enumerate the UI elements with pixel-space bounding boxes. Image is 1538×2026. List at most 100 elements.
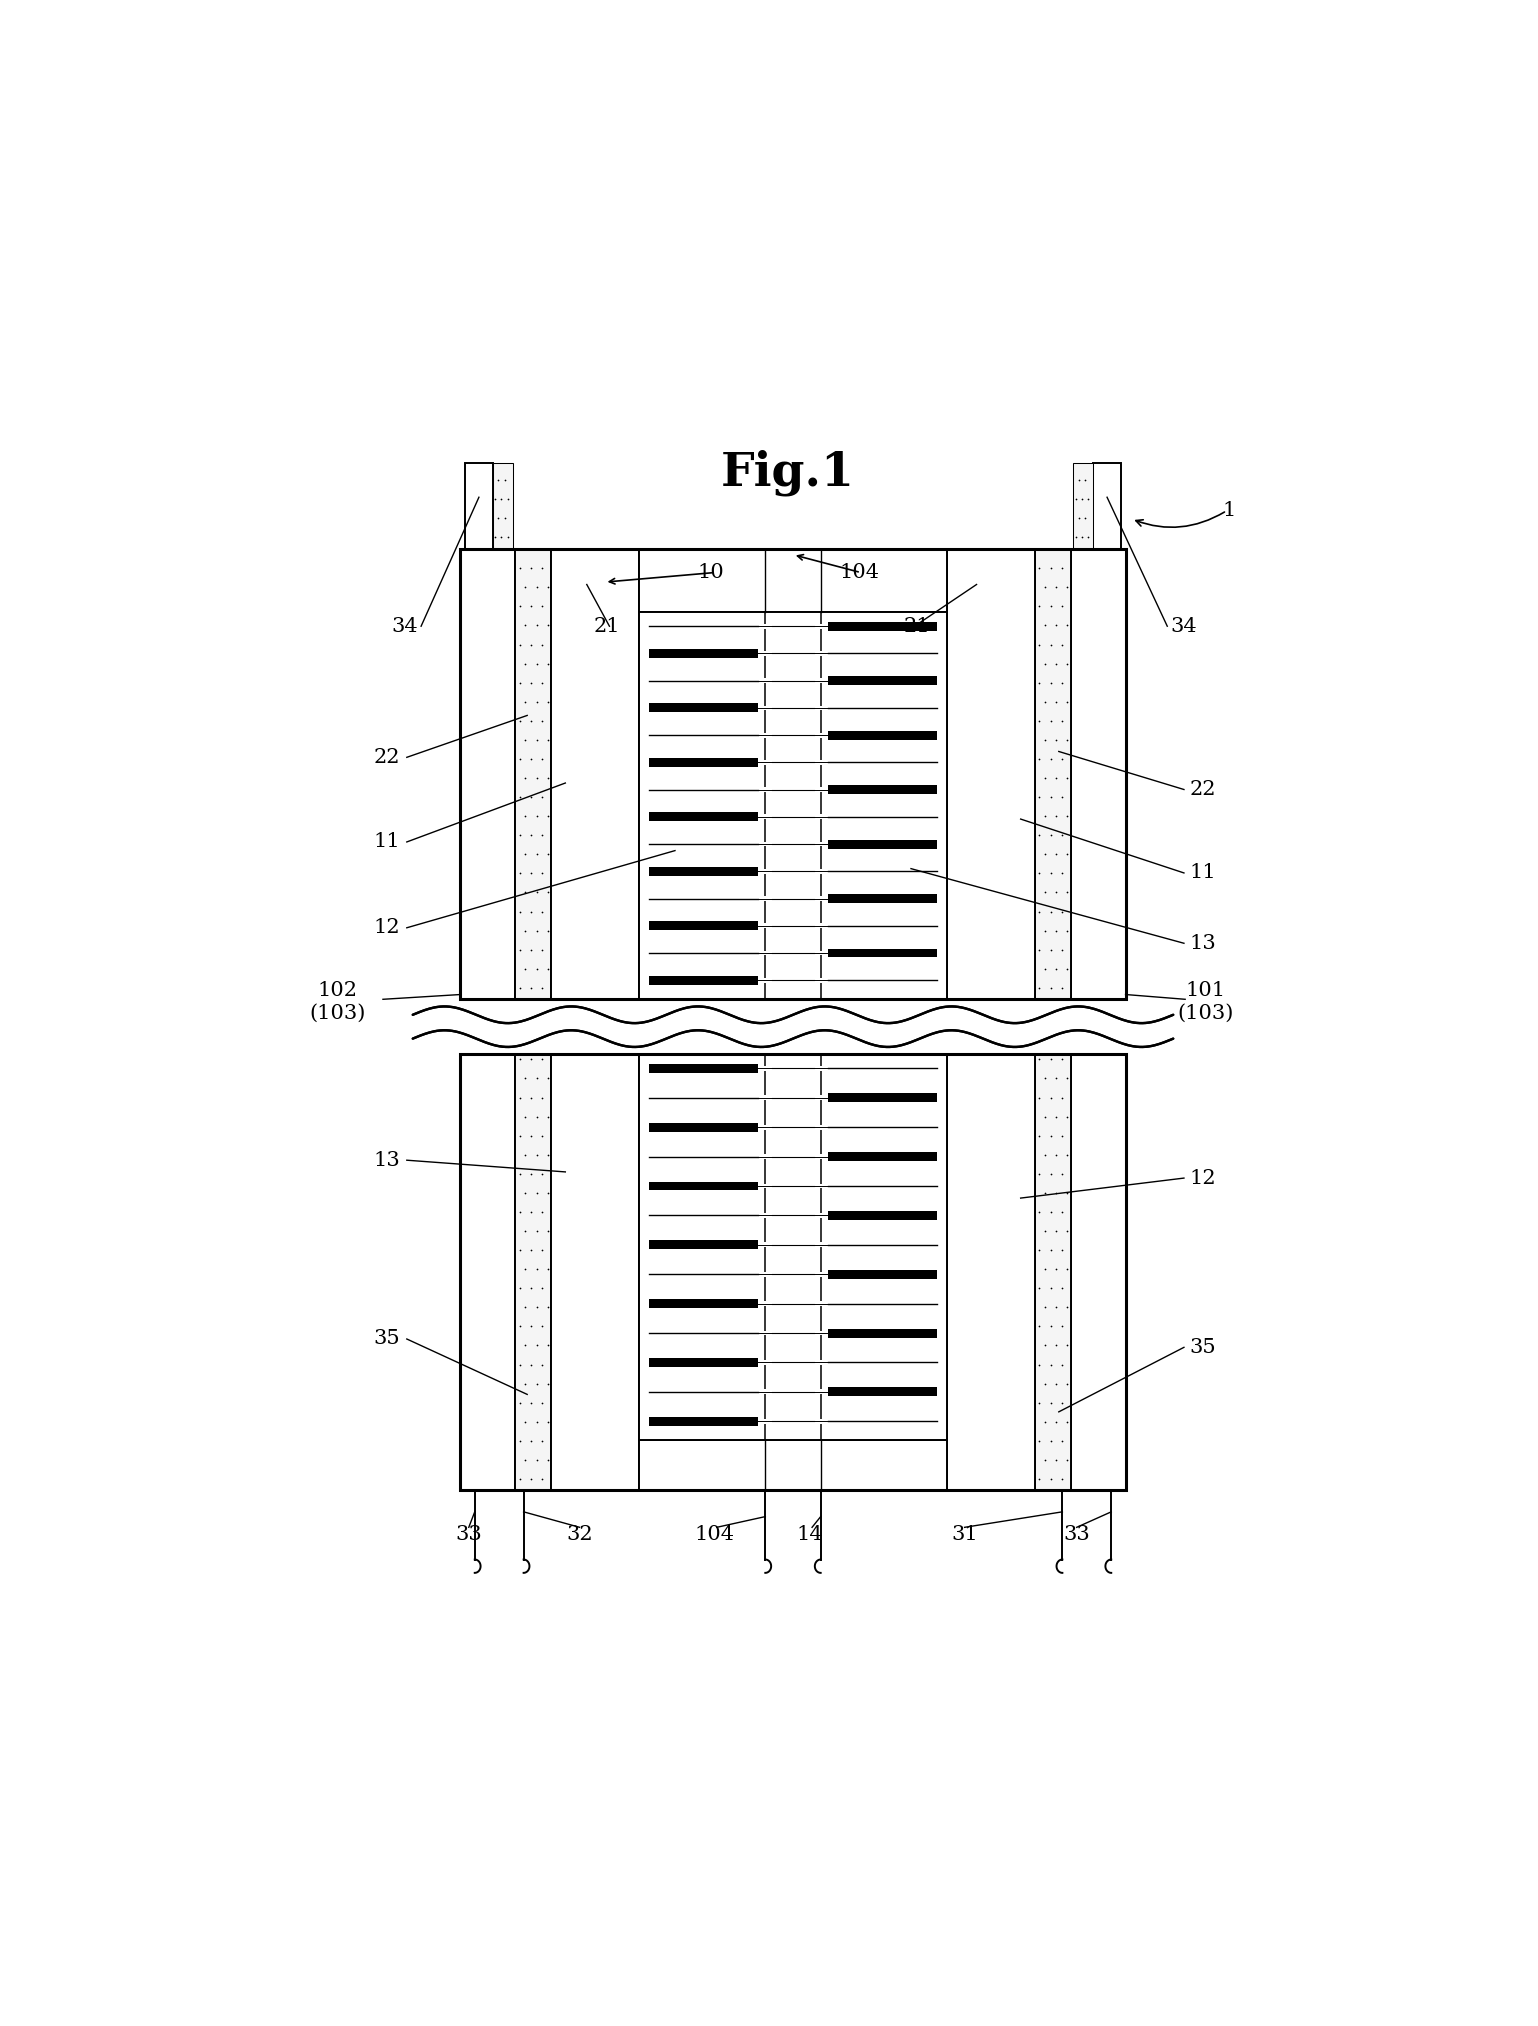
Bar bbox=[814, 733, 829, 737]
Bar bbox=[758, 1214, 774, 1218]
Text: 102: 102 bbox=[318, 981, 358, 1001]
Bar bbox=[649, 1214, 758, 1218]
Bar bbox=[827, 650, 937, 656]
Text: 13: 13 bbox=[374, 1151, 400, 1169]
Text: (103): (103) bbox=[309, 1005, 366, 1023]
Text: 35: 35 bbox=[374, 1329, 400, 1349]
Bar bbox=[649, 1064, 758, 1074]
Bar bbox=[758, 679, 774, 683]
Text: 13: 13 bbox=[1190, 934, 1217, 952]
Bar bbox=[827, 1329, 937, 1337]
Bar bbox=[758, 733, 774, 737]
Bar bbox=[827, 760, 937, 764]
Bar bbox=[814, 760, 829, 764]
Bar bbox=[814, 1272, 829, 1276]
Text: Fig.1: Fig.1 bbox=[721, 450, 855, 496]
Bar bbox=[814, 1096, 829, 1100]
Bar bbox=[649, 1096, 758, 1100]
Text: 33: 33 bbox=[1063, 1526, 1090, 1544]
Text: 34: 34 bbox=[391, 616, 418, 636]
Bar bbox=[758, 1331, 774, 1335]
Bar bbox=[649, 977, 758, 985]
Text: 10: 10 bbox=[697, 563, 724, 581]
Bar bbox=[827, 786, 937, 794]
Bar bbox=[640, 549, 947, 612]
Bar bbox=[827, 622, 937, 630]
Bar bbox=[1070, 549, 1126, 999]
Bar bbox=[640, 612, 947, 999]
Bar bbox=[814, 1214, 829, 1218]
Bar bbox=[827, 924, 937, 928]
Bar bbox=[758, 1359, 774, 1366]
Bar bbox=[827, 839, 937, 849]
Bar bbox=[649, 1331, 758, 1335]
Bar bbox=[649, 679, 758, 683]
Bar bbox=[814, 1331, 829, 1335]
Bar bbox=[814, 1359, 829, 1366]
Bar bbox=[649, 703, 758, 713]
Bar bbox=[1035, 549, 1070, 999]
Bar bbox=[947, 549, 1035, 999]
Bar bbox=[827, 1359, 937, 1366]
Text: 12: 12 bbox=[1190, 1169, 1217, 1187]
Bar bbox=[827, 1270, 937, 1278]
Bar bbox=[649, 1416, 758, 1426]
Bar bbox=[758, 924, 774, 928]
Bar bbox=[758, 869, 774, 873]
Bar bbox=[827, 1418, 937, 1424]
Bar bbox=[649, 1122, 758, 1133]
Bar bbox=[649, 1272, 758, 1276]
Bar bbox=[827, 948, 937, 958]
Bar bbox=[640, 612, 947, 999]
Text: 104: 104 bbox=[840, 563, 880, 581]
Bar bbox=[649, 1064, 758, 1074]
Bar bbox=[827, 1153, 937, 1161]
Bar bbox=[649, 1299, 758, 1309]
Bar bbox=[758, 1124, 774, 1131]
Bar bbox=[758, 895, 774, 902]
Bar bbox=[814, 1124, 829, 1131]
Bar bbox=[827, 1183, 937, 1189]
Bar bbox=[814, 1242, 829, 1248]
Bar bbox=[649, 624, 758, 628]
Bar bbox=[649, 1181, 758, 1191]
Bar bbox=[827, 731, 937, 739]
Bar bbox=[827, 948, 937, 958]
Bar bbox=[827, 1212, 937, 1220]
Bar bbox=[649, 1181, 758, 1191]
Bar bbox=[814, 895, 829, 902]
Bar bbox=[551, 549, 640, 999]
Text: 11: 11 bbox=[374, 833, 400, 851]
Text: 32: 32 bbox=[566, 1526, 594, 1544]
Bar bbox=[827, 705, 937, 711]
Bar bbox=[758, 1155, 774, 1159]
Text: 34: 34 bbox=[1170, 616, 1197, 636]
Bar bbox=[460, 1054, 1126, 1491]
Bar bbox=[814, 979, 829, 983]
Bar bbox=[814, 924, 829, 928]
Bar bbox=[758, 979, 774, 983]
Bar bbox=[827, 979, 937, 983]
Bar bbox=[758, 624, 774, 628]
Bar bbox=[827, 893, 937, 904]
Bar bbox=[649, 648, 758, 658]
Bar bbox=[827, 1329, 937, 1337]
Bar bbox=[464, 462, 492, 549]
Text: 22: 22 bbox=[1190, 780, 1217, 798]
Text: 33: 33 bbox=[455, 1526, 481, 1544]
Bar bbox=[1094, 462, 1121, 549]
Bar bbox=[649, 1390, 758, 1394]
Text: 35: 35 bbox=[1190, 1337, 1217, 1357]
Bar bbox=[649, 1357, 758, 1368]
Bar bbox=[649, 758, 758, 766]
Bar bbox=[827, 1153, 937, 1161]
Bar bbox=[814, 841, 829, 847]
Bar bbox=[827, 1124, 937, 1131]
Bar bbox=[649, 1122, 758, 1133]
Bar bbox=[649, 703, 758, 713]
Bar bbox=[814, 950, 829, 956]
Bar bbox=[649, 1240, 758, 1250]
Bar bbox=[814, 650, 829, 656]
Text: 22: 22 bbox=[374, 748, 400, 766]
Bar bbox=[640, 1054, 947, 1440]
